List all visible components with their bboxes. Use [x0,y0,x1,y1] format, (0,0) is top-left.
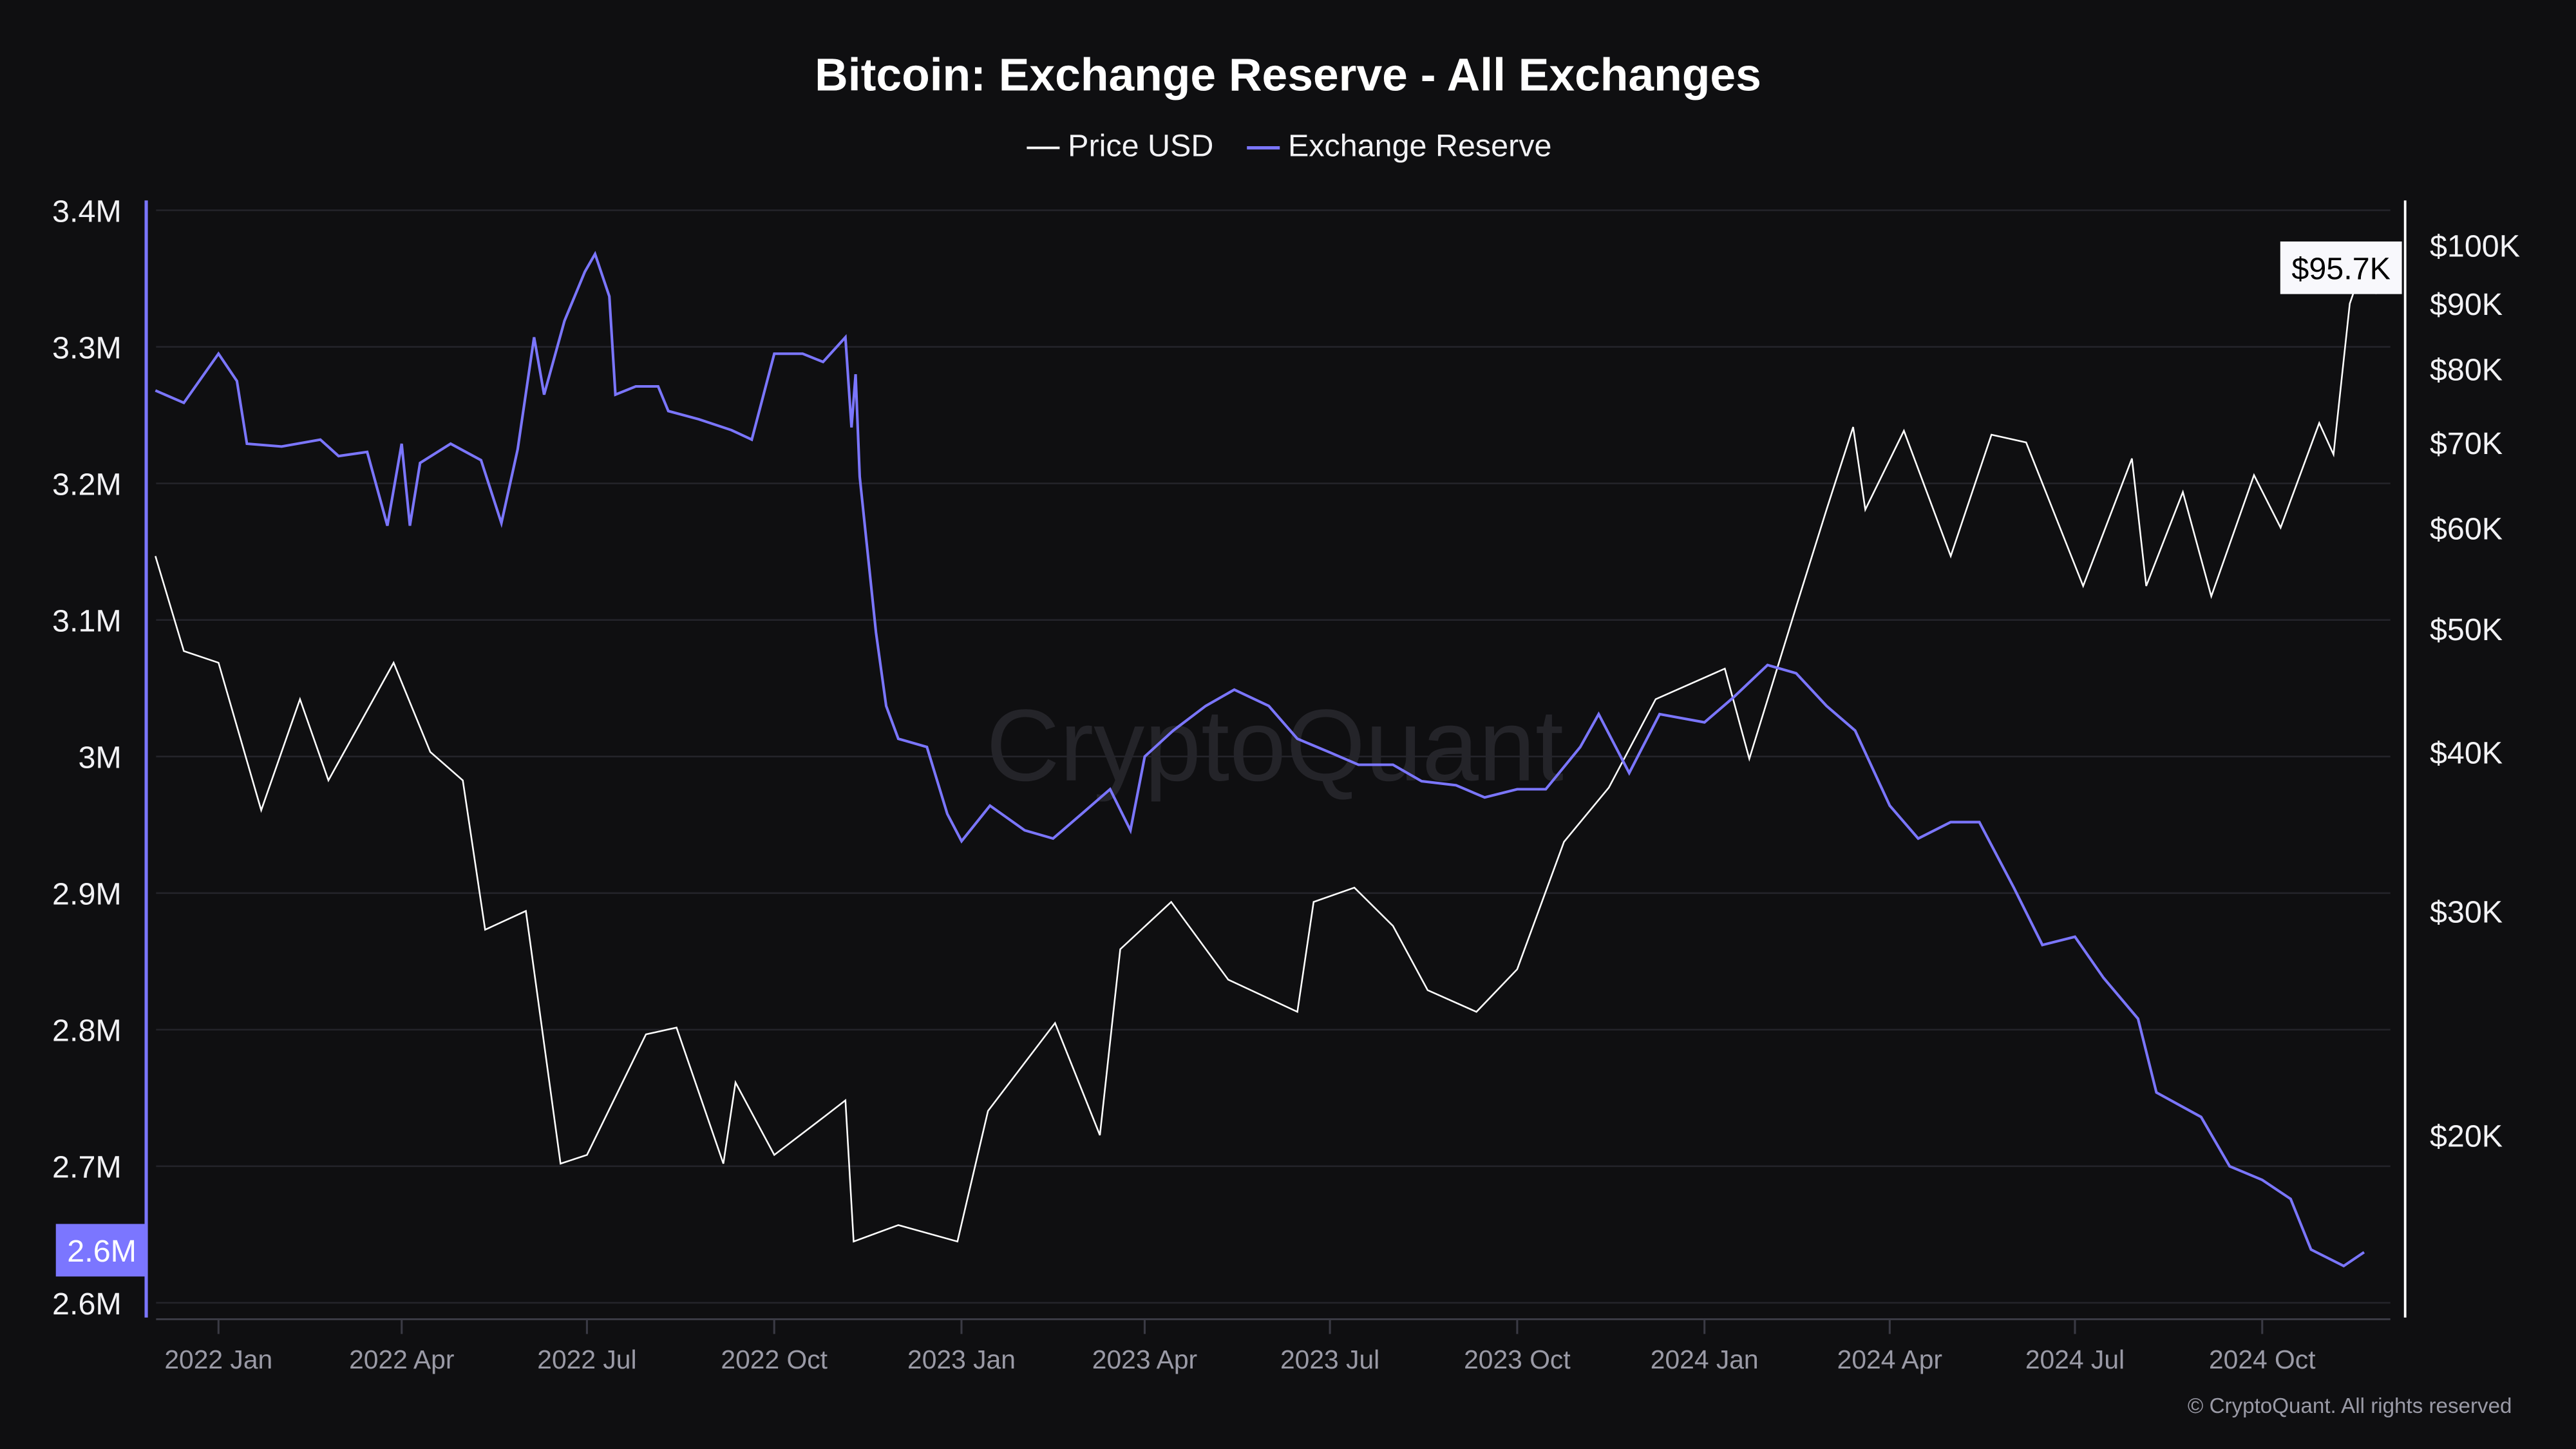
y-right-tick-label: $40K [2430,735,2503,770]
y-right-tick-label: $50K [2430,612,2503,647]
y-left-tick-label: 3M [78,741,121,775]
x-tick-label: 2022 Jan [164,1345,272,1374]
chart-title: Bitcoin: Exchange Reserve - All Exchange… [815,49,1761,100]
y-right-tick-label: $20K [2430,1119,2503,1154]
x-tick-label: 2022 Jul [537,1345,636,1374]
price-current-value: $95.7K [2291,252,2391,287]
x-tick-label: 2024 Jul [2025,1345,2125,1374]
y-left-tick-label: 2.6M [52,1287,122,1321]
x-tick-label: 2023 Apr [1092,1345,1197,1374]
y-axis-left: 3.4M 3.3M 3.2M 3.1M 3M 2.9M 2.8M 2.7M 2.6M [52,194,122,1321]
x-tick-label: 2024 Jan [1651,1345,1759,1374]
x-tick-label: 2024 Apr [1837,1345,1942,1374]
y-right-tick-label: $70K [2430,426,2503,461]
y-left-tick-label: 3.1M [52,604,122,639]
legend: Price USD Exchange Reserve [1027,128,1551,163]
y-right-tick-label: $30K [2430,895,2503,929]
x-tick-label: 2022 Oct [721,1345,828,1374]
y-left-tick-label: 2.9M [52,877,122,912]
x-tick-label: 2023 Jul [1280,1345,1379,1374]
y-right-tick-label: $90K [2430,287,2503,322]
gridlines [156,209,2391,1304]
y-left-tick-label: 3.4M [52,194,122,229]
legend-price-label[interactable]: Price USD [1068,128,1213,163]
x-axis: 2022 Jan 2022 Apr 2022 Jul 2022 Oct 2023 Jan… [156,1318,2391,1374]
y-left-tick-label: 2.8M [52,1014,122,1048]
x-tick-label: 2022 Apr [349,1345,454,1374]
y-right-tick-label: $100K [2430,229,2520,264]
x-tick-label: 2023 Oct [1464,1345,1571,1374]
y-axis-right: $100K $90K $80K $70K $60K $50K $40K $30K $20K [2430,229,2520,1154]
price-usd-line [155,247,2392,1243]
price-current-badge: $95.7K [2280,242,2402,294]
y-left-tick-label: 3.3M [52,330,122,365]
x-tick-label: 2023 Jan [907,1345,1016,1374]
reserve-current-value: 2.6M [67,1234,137,1269]
x-tick-label: 2024 Oct [2209,1345,2316,1374]
y-right-tick-label: $60K [2430,511,2503,546]
reserve-current-badge: 2.6M [55,1224,145,1277]
copyright-footer: © CryptoQuant. All rights reserved [2188,1394,2512,1418]
watermark: CryptoQuant [986,688,1564,802]
y-left-tick-label: 3.2M [52,467,122,502]
exchange-reserve-line [155,251,2365,1268]
y-right-tick-label: $80K [2430,352,2503,387]
legend-reserve-label[interactable]: Exchange Reserve [1288,128,1551,163]
y-left-tick-label: 2.7M [52,1150,122,1185]
